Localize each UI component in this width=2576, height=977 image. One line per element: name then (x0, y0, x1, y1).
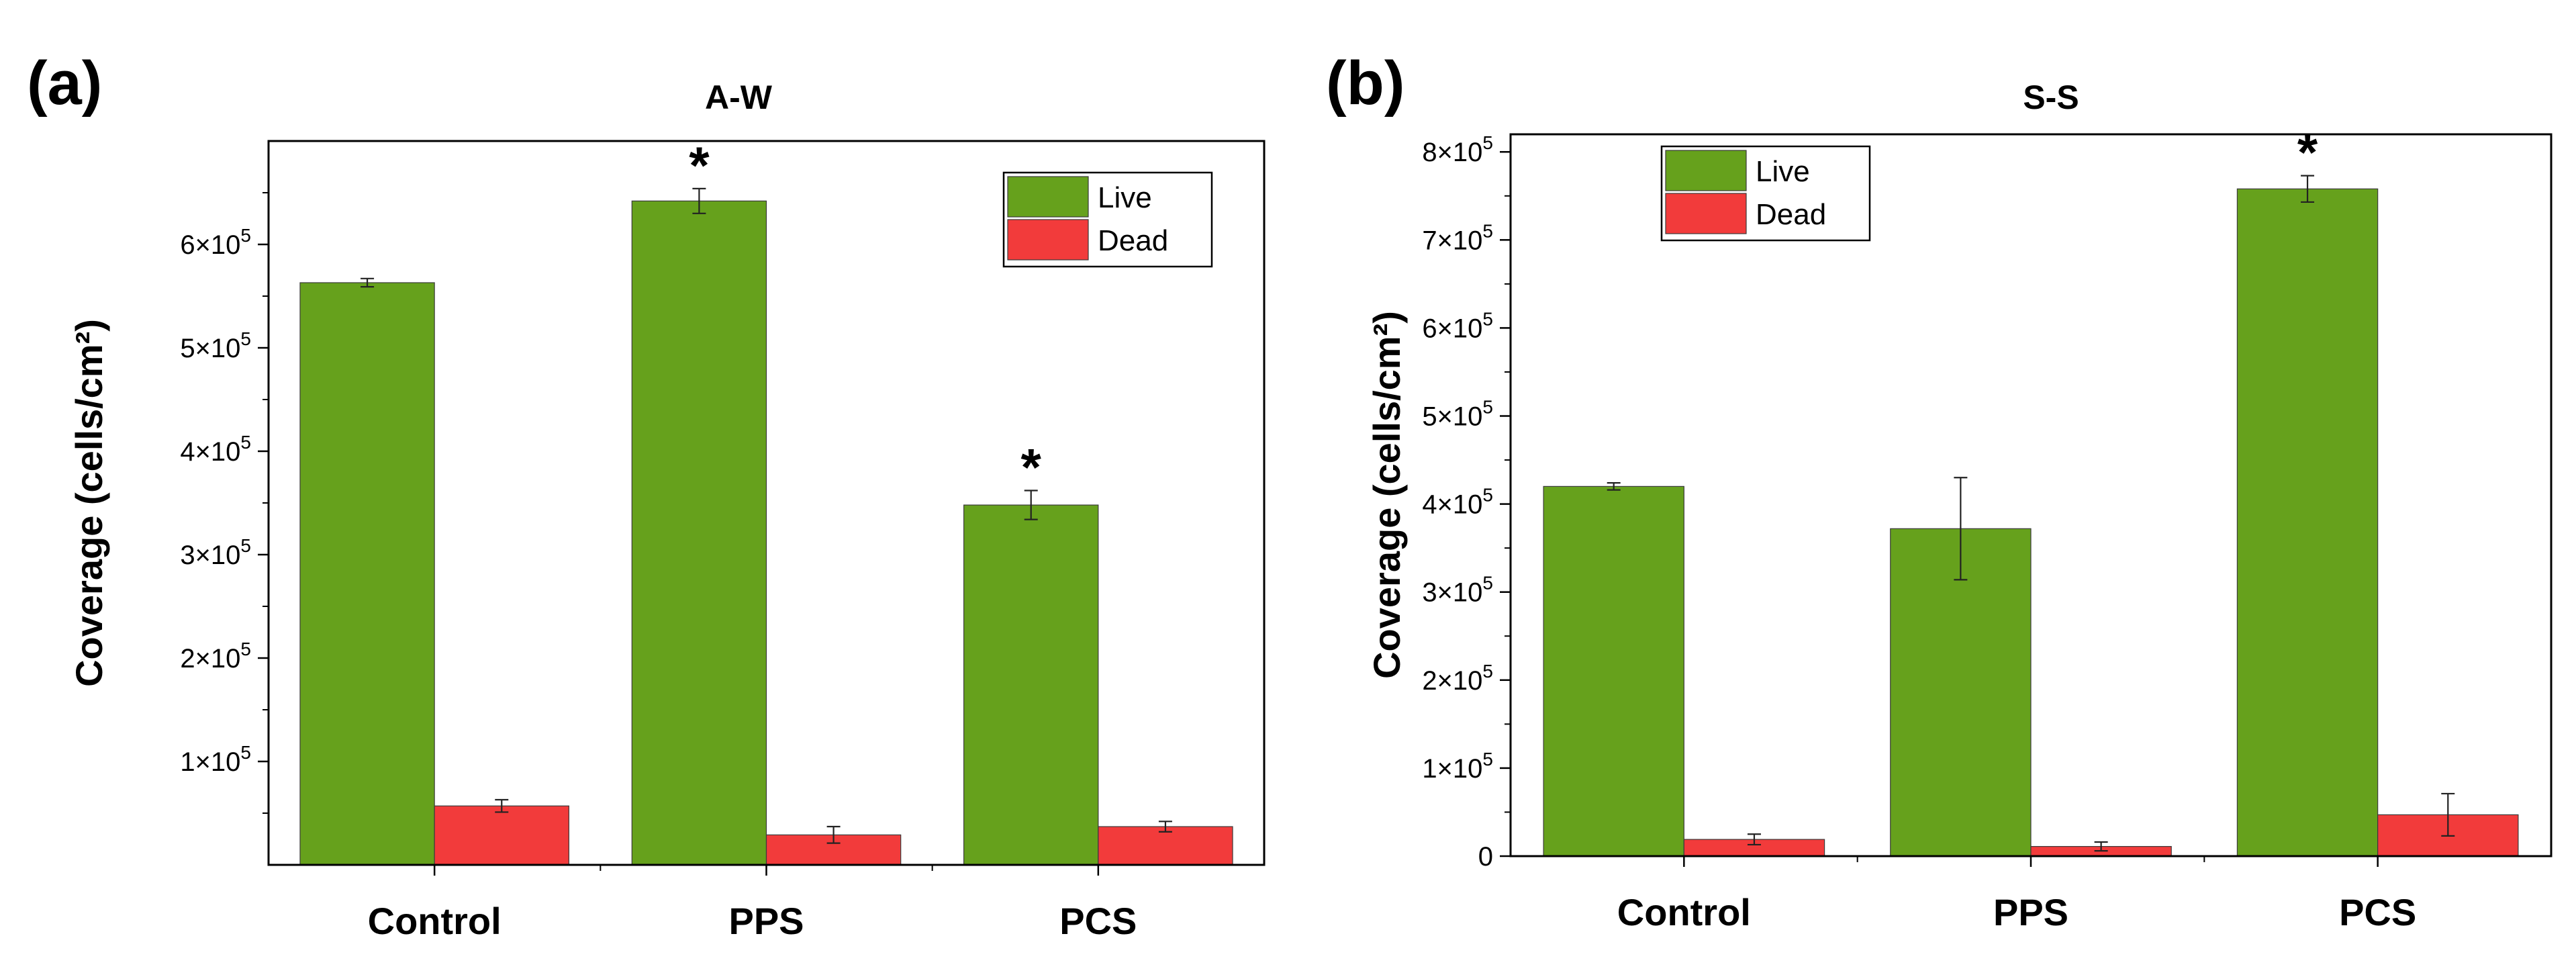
error-bar-live-pcs (1024, 490, 1038, 520)
y-tick-label: 8×105 (1422, 132, 1493, 167)
error-bar-dead-pps (2094, 841, 2108, 852)
error-bar-live-control (1607, 482, 1621, 491)
legend-label-dead: Dead (1756, 198, 1826, 231)
chart-title: A-W (705, 79, 773, 116)
legend-label-live: Live (1756, 155, 1810, 188)
y-axis-label: Coverage (cells/cm²) (68, 319, 110, 687)
error-bar-live-control (361, 277, 375, 288)
legend-swatch-live (1007, 176, 1089, 218)
panel-a: (a) A-W Coverage (cells/cm²) Control * PPS * PC… (27, 49, 1266, 942)
error-bar-dead-pps (826, 825, 841, 844)
y-tick-label: 3×105 (180, 535, 251, 570)
y-tick-label: 3×105 (1422, 573, 1493, 608)
y-tick-label: 1×105 (180, 742, 251, 777)
y-tick-label: 4×105 (180, 432, 251, 467)
legend-swatch-live (1665, 150, 1747, 191)
chart-title: S-S (2023, 79, 2079, 116)
significance-star: * (689, 136, 710, 195)
legend: Live Dead (1002, 171, 1213, 268)
x-tick-label-control: Control (1617, 891, 1751, 933)
error-bar-dead-pcs (1158, 821, 1172, 833)
y-tick-label: 7×105 (1422, 220, 1493, 255)
y-tick-label: 6×105 (180, 225, 251, 260)
error-bar-live-pps (1954, 477, 1968, 581)
legend-swatch-dead (1665, 193, 1747, 234)
y-tick-label: 6×105 (1422, 308, 1493, 343)
panel-label: (a) (27, 49, 102, 118)
x-tick-label-pps: PPS (728, 900, 804, 942)
panel-label: (b) (1326, 49, 1404, 118)
bar-live-pcs (963, 504, 1099, 866)
bar-live-pps (1890, 528, 2032, 857)
y-tick-label: 4×105 (1422, 485, 1493, 520)
legend: Live Dead (1660, 145, 1871, 242)
legend-label-dead: Dead (1098, 224, 1168, 257)
bar-live-control (1543, 485, 1684, 857)
error-bar-dead-control (495, 798, 509, 813)
y-tick-label: 2×105 (1422, 661, 1493, 696)
y-tick-label: 1×105 (1422, 749, 1493, 784)
panel-b: (b) S-S Coverage (cells/cm²) Control PPS * PCS… (1326, 49, 2553, 933)
significance-star: * (1021, 438, 1042, 497)
bar-live-pcs (2236, 188, 2379, 857)
y-tick-label: 2×105 (180, 639, 251, 673)
legend-label-live: Live (1098, 181, 1152, 214)
y-axis-label: Coverage (cells/cm²) (1366, 311, 1408, 679)
x-tick-label-control: Control (368, 900, 502, 942)
y-tick-label: 5×105 (180, 328, 251, 363)
plot-frame (1509, 133, 2553, 857)
x-tick-label-pps: PPS (1993, 891, 2068, 933)
bar-dead-pcs (1098, 826, 1233, 866)
error-bar-dead-control (1747, 833, 1761, 846)
plot-frame (267, 140, 1266, 866)
bar-live-control (299, 282, 435, 866)
significance-star: * (2297, 123, 2318, 182)
legend-swatch-dead (1007, 219, 1089, 261)
x-tick-label-pcs: PCS (1059, 900, 1137, 942)
x-tick-label-pcs: PCS (2339, 891, 2416, 933)
bar-live-pps (631, 200, 767, 866)
error-bar-live-pps (692, 187, 706, 214)
bar-dead-control (434, 805, 569, 866)
error-bar-live-pcs (2301, 175, 2315, 203)
y-tick-label: 0 (1478, 842, 1493, 872)
error-bar-dead-pcs (2441, 792, 2455, 837)
y-tick-label: 5×105 (1422, 397, 1493, 432)
